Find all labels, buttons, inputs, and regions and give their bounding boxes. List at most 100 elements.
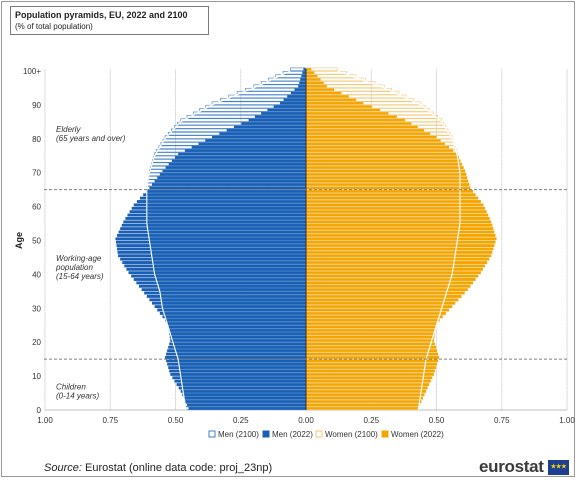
pyramid-bar-left-age-74 bbox=[174, 155, 306, 160]
pyramid-bar-right-age-21 bbox=[306, 335, 435, 339]
pyramid-bar-right-age-11 bbox=[306, 369, 435, 373]
pyramid-bar-right-age-82 bbox=[306, 128, 424, 133]
pyramid-bar-right-age-60 bbox=[306, 203, 484, 207]
pyramid-bar-left-age-94 bbox=[294, 87, 306, 92]
eurostat-logo-text: eurostat bbox=[479, 457, 544, 476]
pyramid-bar-right-age-3 bbox=[306, 396, 423, 400]
pyramid-bar-right-age-5 bbox=[306, 389, 427, 394]
pyramid-bar-right-age-26 bbox=[306, 318, 440, 322]
pyramid-bar-right-age-15 bbox=[306, 355, 440, 360]
pyramid-bar-right-age-27 bbox=[306, 315, 443, 319]
x-tick-label: 0.75 bbox=[494, 416, 510, 425]
x-tick-label: 0.50 bbox=[168, 416, 184, 425]
legend-label: Women (2100) bbox=[325, 430, 378, 439]
pyramid-bar-left-age-27 bbox=[162, 315, 306, 319]
pyramid-bar-left-age-91 bbox=[283, 98, 306, 102]
pyramid-bar-left-age-55 bbox=[123, 220, 306, 224]
pyramid-bar-right-age-16 bbox=[306, 352, 439, 356]
pyramid-bar-left-age-4 bbox=[182, 393, 306, 397]
pyramid-bar-left-age-98 bbox=[301, 74, 306, 78]
pyramid-bar-left-age-23 bbox=[168, 328, 306, 333]
pyramid-bar-left-age-35 bbox=[141, 287, 306, 292]
pyramid-bar-right-age-81 bbox=[306, 132, 431, 136]
pyramid-bar-right-age-17 bbox=[306, 348, 438, 353]
eu-flag-icon: ★★★ bbox=[547, 459, 569, 475]
pyramid-bar-left-age-99 bbox=[302, 71, 306, 75]
pyramid-bar-right-age-55 bbox=[306, 220, 492, 224]
age-group-annotation: Working-age bbox=[56, 254, 102, 263]
x-tick-label: 1.00 bbox=[37, 416, 53, 425]
pyramid-bar-left-age-52 bbox=[118, 230, 307, 234]
y-tick-label: 30 bbox=[32, 304, 41, 313]
pyramid-bar-left-age-16 bbox=[166, 352, 306, 356]
pyramid-bar-right-age-61 bbox=[306, 199, 481, 204]
chart-title: Population pyramids, EU, 2022 and 2100 bbox=[15, 10, 188, 20]
pyramid-bar-right-age-59 bbox=[306, 206, 486, 210]
pyramid-bar-left-age-80 bbox=[212, 135, 306, 139]
y-tick-label: 20 bbox=[32, 338, 41, 347]
pyramid-bar-left-age-88 bbox=[267, 108, 306, 112]
pyramid-bar-left-age-8 bbox=[174, 379, 306, 383]
pyramid-bar-right-age-78 bbox=[306, 142, 445, 146]
population-pyramid-chart: 0 10 20 30 40 50 60 70 80 90 100+ 1.00 0.75 0.50 0.25 0… bbox=[14, 67, 575, 439]
pyramid-bar-left-age-42 bbox=[124, 264, 307, 268]
age-group-annotation: Children bbox=[56, 383, 86, 392]
y-tick-label: 70 bbox=[32, 169, 41, 178]
pyramid-bar-left-age-75 bbox=[178, 152, 306, 156]
pyramid-bar-right-age-4 bbox=[306, 393, 425, 397]
pyramid-bar-right-age-7 bbox=[306, 382, 430, 387]
pyramid-bar-right-age-77 bbox=[306, 145, 450, 149]
pyramid-bar-right-age-52 bbox=[306, 230, 495, 234]
pyramid-bar-left-age-85 bbox=[248, 118, 306, 122]
pyramid-bar-right-age-30 bbox=[306, 304, 453, 309]
eurostat-logo: eurostat ★★★ bbox=[479, 457, 569, 477]
pyramid-bar-right-age-38 bbox=[306, 277, 476, 282]
pyramid-bar-left-age-65 bbox=[149, 186, 306, 190]
pyramid-bar-left-age-95 bbox=[298, 84, 306, 88]
pyramid-bar-left-age-69 bbox=[159, 172, 306, 177]
pyramid-bar-right-age-76 bbox=[306, 148, 454, 153]
pyramid-bar-right-age-29 bbox=[306, 308, 450, 312]
pyramid-bar-left-age-6 bbox=[178, 386, 306, 390]
pyramid-bar-left-age-31 bbox=[152, 301, 306, 305]
pyramid-bar-right-age-33 bbox=[306, 294, 462, 299]
pyramid-bar-left-age-11 bbox=[169, 369, 306, 373]
pyramid-bar-left-age-97 bbox=[300, 77, 306, 82]
pyramid-bar-right-age-46 bbox=[306, 250, 493, 255]
pyramid-bar-right-age-34 bbox=[306, 291, 465, 295]
pyramid-bar-left-age-92 bbox=[287, 94, 306, 99]
pyramid-bar-left-age-77 bbox=[191, 145, 306, 149]
pyramid-bar-right-age-20 bbox=[306, 338, 434, 343]
pyramid-bar-left-age-72 bbox=[168, 162, 306, 166]
pyramid-bar-left-age-30 bbox=[154, 304, 306, 309]
y-tick-label: 50 bbox=[32, 237, 41, 246]
pyramid-bar-right-age-8 bbox=[306, 379, 431, 383]
pyramid-bar-right-age-57 bbox=[306, 213, 489, 217]
x-tick-label: 0.75 bbox=[102, 416, 118, 425]
pyramid-bar-left-age-60 bbox=[133, 203, 306, 207]
x-tick-label: 1.00 bbox=[559, 416, 575, 425]
source-text: Eurostat (online data code: proj_23np) bbox=[84, 462, 273, 474]
y-tick-label: 10 bbox=[32, 372, 41, 381]
pyramid-bar-left-age-3 bbox=[183, 396, 306, 400]
x-tick-label: 0.25 bbox=[363, 416, 379, 425]
pyramid-bar-left-age-58 bbox=[129, 209, 306, 214]
legend-label: Men (2022) bbox=[272, 430, 313, 439]
pyramid-bar-left-age-45 bbox=[118, 254, 306, 258]
pyramid-bar-right-age-32 bbox=[306, 298, 459, 302]
pyramid-bar-left-age-24 bbox=[168, 325, 306, 329]
pyramid-bar-left-age-22 bbox=[169, 332, 306, 336]
series-women-2022- bbox=[306, 67, 497, 410]
pyramid-bar-right-age-89 bbox=[306, 104, 372, 109]
pyramid-bar-right-age-87 bbox=[306, 111, 389, 116]
pyramid-bar-right-age-80 bbox=[306, 135, 437, 139]
pyramid-bar-left-age-71 bbox=[165, 165, 306, 170]
y-axis-title: Age bbox=[14, 232, 24, 249]
legend-swatch bbox=[208, 430, 216, 438]
pyramid-bar-right-age-74 bbox=[306, 155, 459, 160]
title-box: Population pyramids, EU, 2022 and 2100 (… bbox=[10, 6, 209, 35]
men-2100-contour bbox=[146, 70, 291, 411]
pyramid-bar-left-age-81 bbox=[219, 132, 306, 136]
legend-swatch bbox=[315, 430, 323, 438]
pyramid-bar-left-age-82 bbox=[226, 128, 306, 133]
